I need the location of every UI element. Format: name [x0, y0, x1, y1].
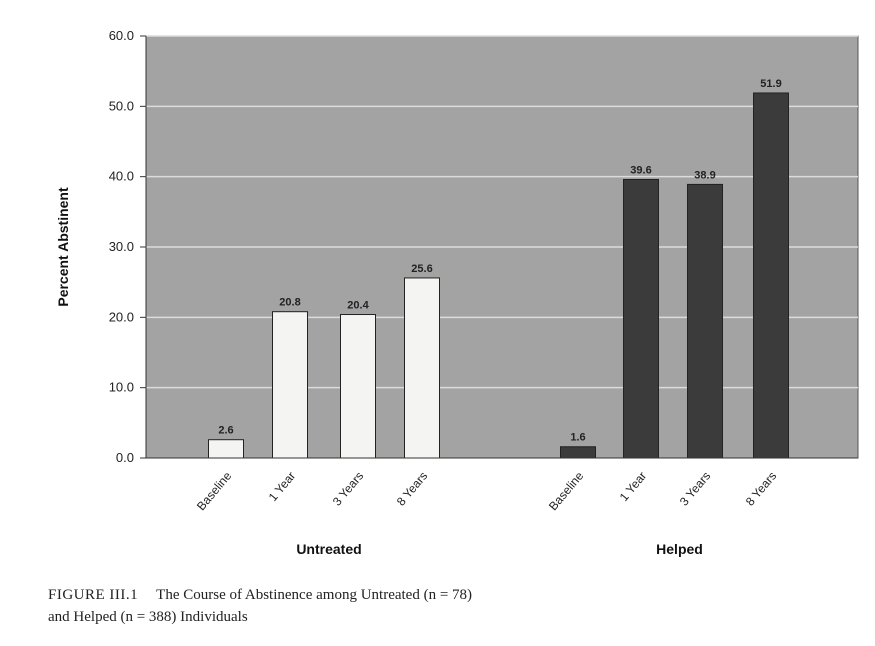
bar	[753, 92, 789, 459]
data-label: 51.9	[760, 78, 781, 90]
caption-line-1: The Course of Abstinence among Untreated…	[156, 587, 473, 603]
data-label: 20.8	[279, 297, 300, 309]
group-label: Helped	[656, 541, 703, 557]
bar	[687, 183, 723, 459]
y-axis-label: Percent Abstinent	[55, 187, 71, 307]
x-tick-label: 8 Years	[743, 469, 779, 509]
x-tick-label: 3 Years	[677, 469, 713, 509]
y-tick-label: 10.0	[109, 380, 134, 395]
bar	[340, 314, 376, 459]
chart: 2.6 20.8 20.4 25.6 1.6 39.6 38.9 51.9 0.0 10.0 20…	[55, 28, 859, 557]
x-tick-label: 8 Years	[394, 469, 430, 509]
x-tick-label: Baseline	[194, 469, 235, 514]
bars: 2.6 20.8 20.4 25.6 1.6 39.6 38.9 51.9	[208, 78, 789, 459]
x-tick-label: Baseline	[546, 469, 587, 514]
x-tick-label: 1 Year	[266, 469, 299, 504]
y-tick-label: 30.0	[109, 239, 134, 254]
bar	[272, 311, 308, 459]
bar	[208, 439, 244, 459]
y-tick-label: 50.0	[109, 98, 134, 113]
data-label: 20.4	[347, 300, 369, 312]
figure-caption: FIGURE III.1 The Course of Abstinence amo…	[48, 584, 848, 628]
figure-label: FIGURE III.1	[48, 587, 139, 603]
data-label: 2.6	[218, 425, 233, 437]
bar	[623, 178, 659, 459]
y-tick-label: 60.0	[109, 28, 134, 43]
data-label: 1.6	[570, 432, 585, 444]
y-axis: 0.0 10.0 20.0 30.0 40.0 50.0 60.0	[109, 28, 858, 465]
group-label: Untreated	[296, 541, 361, 557]
data-label: 38.9	[694, 169, 715, 181]
gridlines	[146, 35, 858, 389]
data-label: 25.6	[411, 263, 432, 275]
y-tick-label: 20.0	[109, 309, 134, 324]
x-tick-label: 3 Years	[330, 469, 366, 509]
bar	[560, 446, 596, 459]
y-tick-label: 40.0	[109, 169, 134, 184]
x-tick-label: 1 Year	[617, 469, 650, 504]
x-axis: Baseline 1 Year 3 Years 8 Years Untreated Bas…	[194, 469, 779, 557]
bar	[404, 277, 440, 459]
data-label: 39.6	[630, 164, 651, 176]
caption-line-2: and Helped (n = 388) Individuals	[48, 609, 248, 625]
y-tick-label: 0.0	[116, 450, 134, 465]
